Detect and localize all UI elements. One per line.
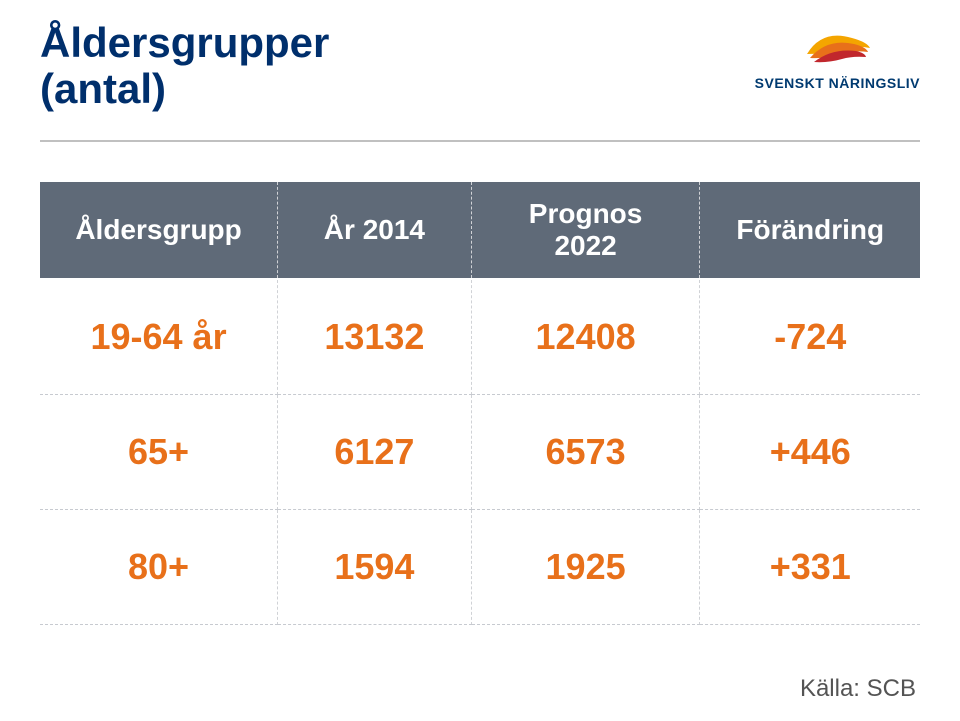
logo: SVENSKT NÄRINGSLIV bbox=[755, 24, 920, 91]
col-header-prognos-line2: 2022 bbox=[554, 230, 616, 261]
col-header-prognos-2022: Prognos 2022 bbox=[471, 182, 700, 279]
col-header-prognos-line1: Prognos bbox=[529, 198, 643, 229]
cell-2022: 1925 bbox=[471, 510, 700, 625]
table-row: 19-64 år 13132 12408 -724 bbox=[40, 279, 920, 395]
title-line-1: Åldersgrupper bbox=[40, 19, 329, 66]
title-line-2: (antal) bbox=[40, 65, 166, 112]
table-header-row: Åldersgrupp År 2014 Prognos 2022 Förändr… bbox=[40, 182, 920, 279]
cell-change: +331 bbox=[700, 510, 920, 625]
header: Åldersgrupper (antal) SVENSKT NÄRINGSLIV bbox=[40, 20, 920, 112]
cell-2014: 13132 bbox=[278, 279, 472, 395]
col-header-year-2014: År 2014 bbox=[278, 182, 472, 279]
cell-age: 65+ bbox=[40, 395, 278, 510]
cell-2022: 6573 bbox=[471, 395, 700, 510]
page-title: Åldersgrupper (antal) bbox=[40, 20, 329, 112]
cell-age: 80+ bbox=[40, 510, 278, 625]
table-row: 80+ 1594 1925 +331 bbox=[40, 510, 920, 625]
age-groups-table: Åldersgrupp År 2014 Prognos 2022 Förändr… bbox=[40, 182, 920, 625]
cell-2014: 1594 bbox=[278, 510, 472, 625]
cell-age: 19-64 år bbox=[40, 279, 278, 395]
cell-2014: 6127 bbox=[278, 395, 472, 510]
cell-change: -724 bbox=[700, 279, 920, 395]
cell-2022: 12408 bbox=[471, 279, 700, 395]
divider bbox=[40, 140, 920, 142]
flame-icon bbox=[802, 24, 872, 73]
table-row: 65+ 6127 6573 +446 bbox=[40, 395, 920, 510]
cell-change: +446 bbox=[700, 395, 920, 510]
col-header-age-group: Åldersgrupp bbox=[40, 182, 278, 279]
col-header-change: Förändring bbox=[700, 182, 920, 279]
source-label: Källa: SCB bbox=[800, 675, 916, 703]
logo-text: SVENSKT NÄRINGSLIV bbox=[755, 75, 920, 91]
slide-page: Åldersgrupper (antal) SVENSKT NÄRINGSLIV… bbox=[0, 0, 960, 721]
